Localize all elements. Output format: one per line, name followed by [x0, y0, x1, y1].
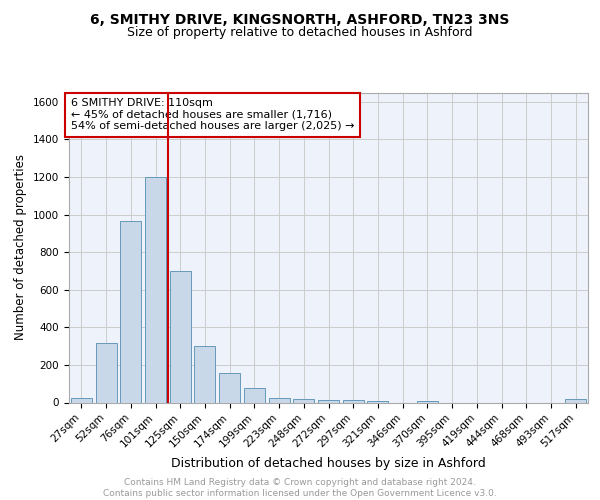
Bar: [244, 388, 265, 402]
Y-axis label: Number of detached properties: Number of detached properties: [14, 154, 28, 340]
Bar: [170, 271, 191, 402]
Bar: [145, 177, 166, 402]
Text: 6, SMITHY DRIVE, KINGSNORTH, ASHFORD, TN23 3NS: 6, SMITHY DRIVE, KINGSNORTH, ASHFORD, TN…: [91, 12, 509, 26]
Text: Size of property relative to detached houses in Ashford: Size of property relative to detached ho…: [127, 26, 473, 39]
Bar: [194, 346, 215, 403]
Bar: [367, 401, 388, 402]
Bar: [565, 399, 586, 402]
Bar: [71, 398, 92, 402]
Bar: [219, 374, 240, 402]
Text: Contains HM Land Registry data © Crown copyright and database right 2024.
Contai: Contains HM Land Registry data © Crown c…: [103, 478, 497, 498]
Bar: [318, 400, 339, 402]
Bar: [343, 400, 364, 402]
Bar: [293, 399, 314, 402]
Bar: [417, 400, 438, 402]
Bar: [95, 344, 116, 402]
X-axis label: Distribution of detached houses by size in Ashford: Distribution of detached houses by size …: [171, 458, 486, 470]
Bar: [120, 221, 141, 402]
Text: 6 SMITHY DRIVE: 110sqm
← 45% of detached houses are smaller (1,716)
54% of semi-: 6 SMITHY DRIVE: 110sqm ← 45% of detached…: [71, 98, 355, 132]
Bar: [269, 398, 290, 402]
